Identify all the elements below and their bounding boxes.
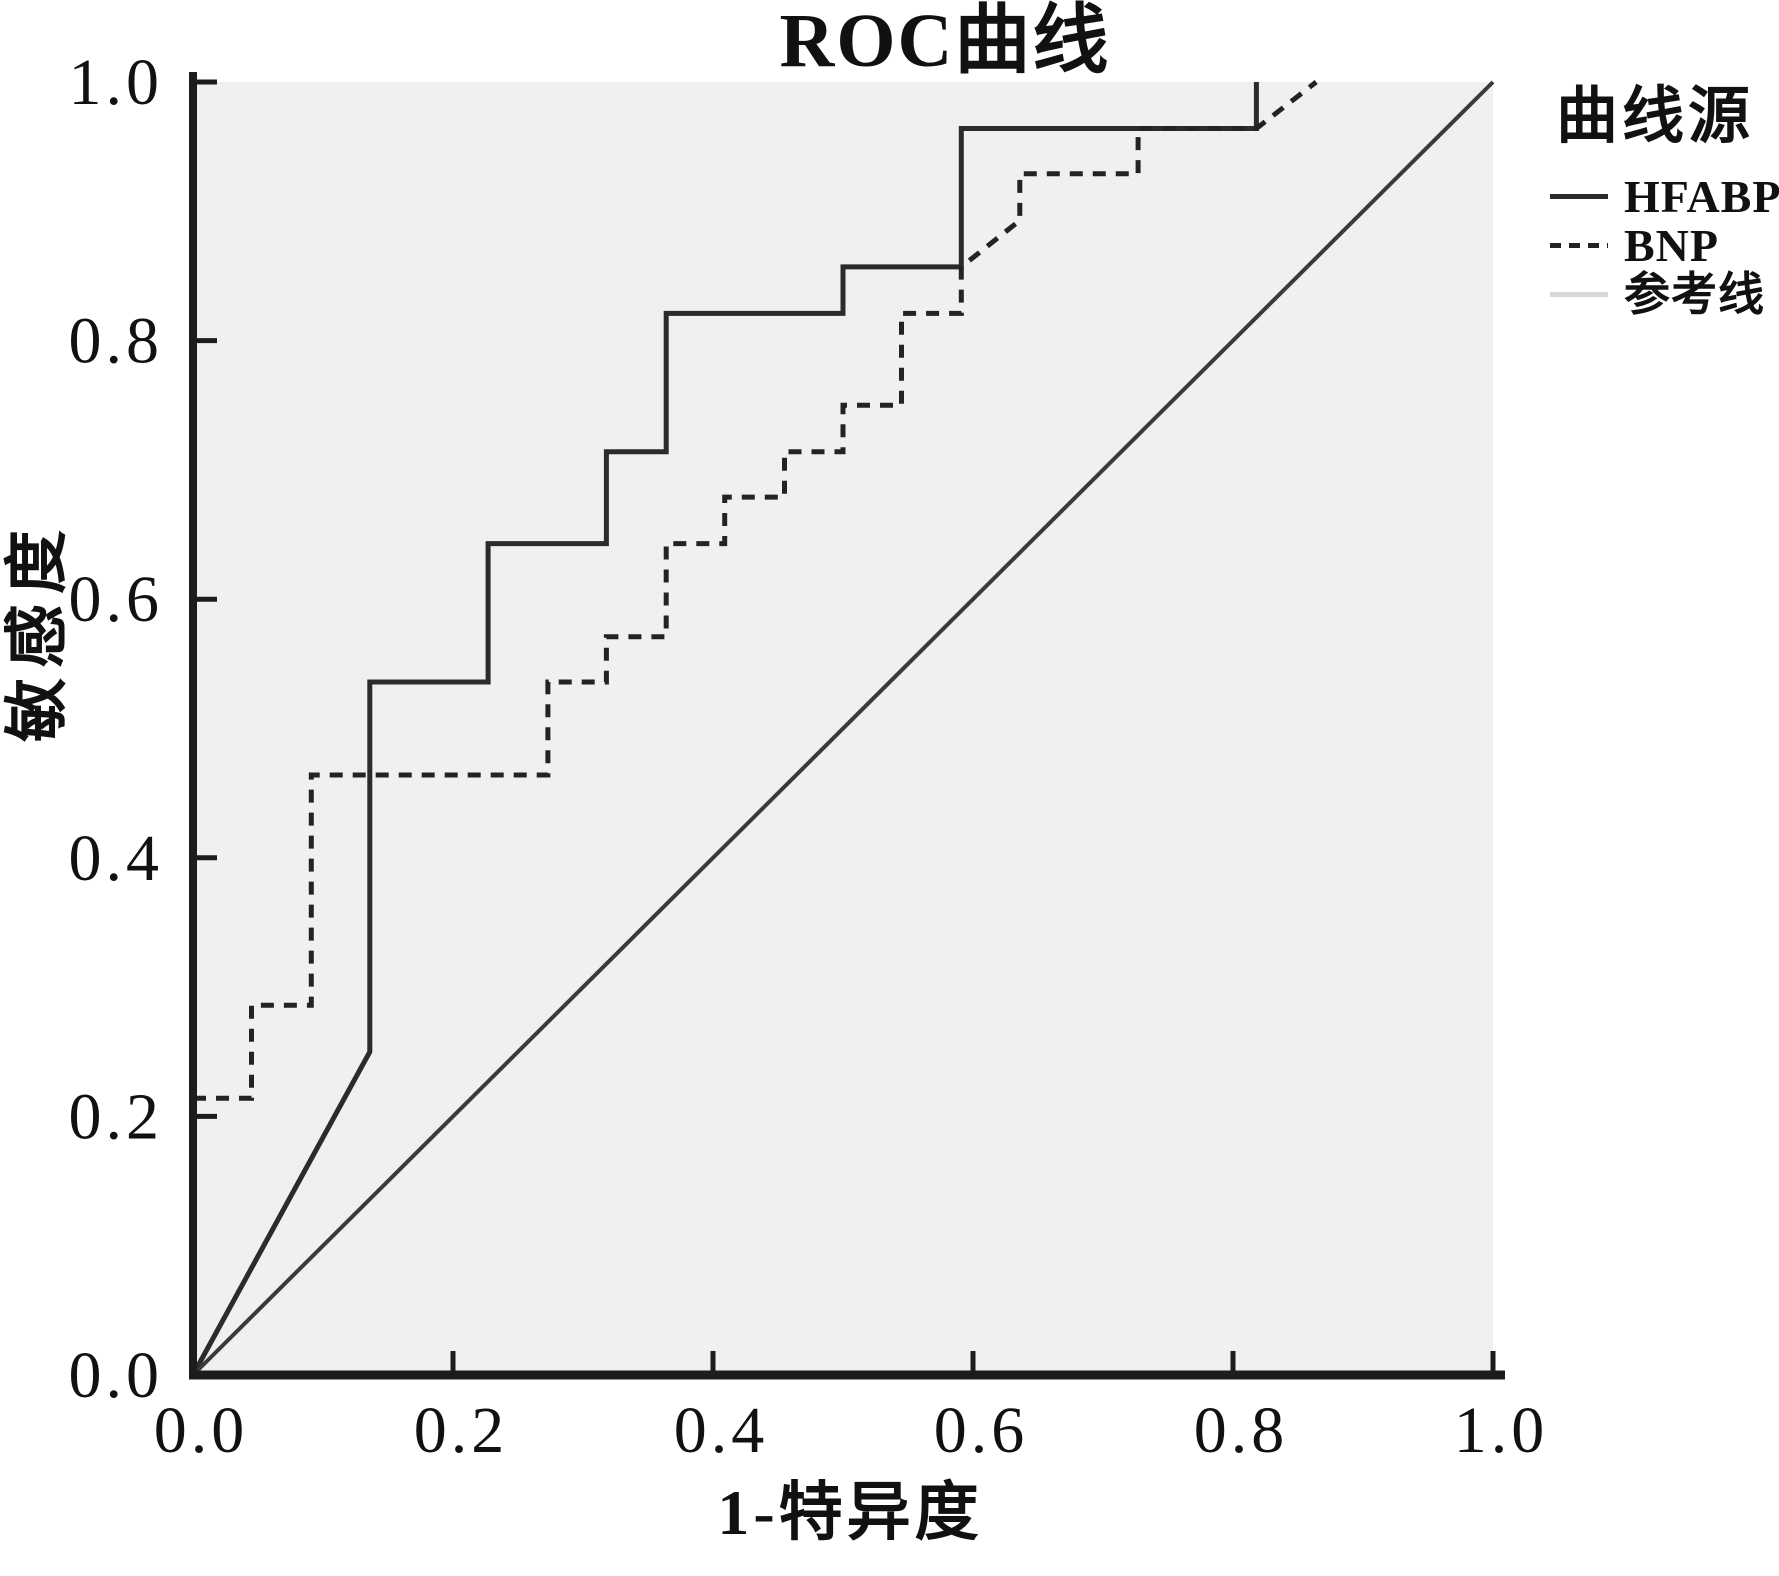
y-tick-label: 0.4 — [69, 822, 164, 895]
series-HFABP — [190, 82, 1259, 1377]
legend-item-reference: 参考线 — [1548, 270, 1779, 319]
legend-item-bnp: BNP — [1548, 221, 1779, 270]
series-参考线 — [191, 80, 1495, 1377]
y-tick-label: 1.0 — [69, 46, 164, 119]
hfabp-solid-line-sample — [1550, 194, 1608, 199]
y-tick-label: 0.2 — [69, 1080, 164, 1153]
y-tick-label: 0.6 — [69, 563, 164, 636]
legend-item-hfabp: HFABP — [1548, 172, 1779, 221]
legend-items: HFABP BNP 参考线 — [1548, 172, 1779, 319]
x-tick-label: 0.0 — [154, 1394, 249, 1467]
x-axis-title: 1-特异度 — [717, 1477, 983, 1548]
series-BNP — [193, 80, 1318, 1101]
legend-label-hfabp: HFABP — [1624, 170, 1779, 222]
legend: 曲线源 HFABP BNP 参考线 — [1548, 84, 1779, 319]
legend-label-reference: 参考线 — [1624, 268, 1765, 320]
chart-title: ROC曲线 — [779, 0, 1111, 83]
reference-line-sample — [1550, 292, 1608, 297]
y-tick-label: 0.8 — [69, 305, 164, 378]
legend-title: 曲线源 — [1556, 83, 1755, 151]
y-axis-title: 敏感度 — [2, 520, 73, 742]
y-tick-label: 0.0 — [69, 1339, 164, 1412]
x-tick-label: 0.8 — [1194, 1394, 1289, 1467]
x-tick-label: 0.4 — [674, 1394, 769, 1467]
bnp-dashed-line-sample — [1550, 243, 1608, 248]
x-tick-label: 1.0 — [1454, 1394, 1549, 1467]
x-tick-label: 0.2 — [414, 1394, 509, 1467]
legend-label-bnp: BNP — [1624, 219, 1719, 271]
x-tick-label: 0.6 — [934, 1394, 1029, 1467]
